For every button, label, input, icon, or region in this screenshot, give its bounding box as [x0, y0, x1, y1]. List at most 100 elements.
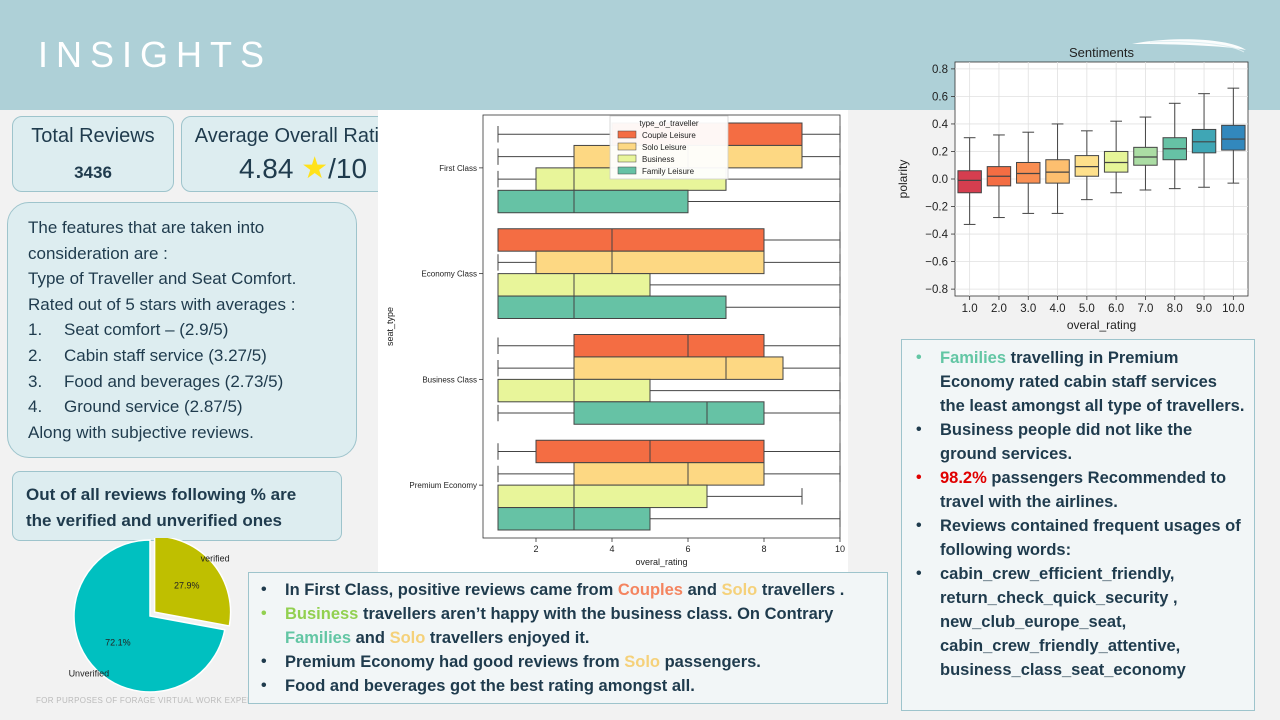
- legend-label: Business: [642, 155, 674, 164]
- x-tick-label: 5.0: [1079, 303, 1095, 315]
- bullet-icon: •: [916, 469, 922, 486]
- insight-item: • In First Class, positive reviews came f…: [255, 578, 879, 602]
- pie-category-label: verified: [201, 553, 230, 563]
- box-mark: [1103, 150, 1129, 173]
- bullet-icon: •: [916, 349, 922, 366]
- legend-swatch: [617, 130, 637, 139]
- legend-label: Couple Leisure: [642, 131, 696, 140]
- bullet-icon: •: [261, 677, 267, 694]
- y-tick-label: −0.8: [925, 284, 948, 296]
- bullet-icon: •: [916, 421, 922, 438]
- insight-item: • Food and beverages got the best rating …: [255, 674, 879, 698]
- y-tick-label: 0.4: [932, 119, 949, 131]
- insight-item: • 98.2% passengers Recommended to travel …: [910, 466, 1246, 514]
- legend-swatch: [617, 142, 637, 151]
- sentiments-chart-panel: Sentiments 0.8 0.6 0.4 0.2 0.0 −0.2 −0.4 −0.6 −0.…: [892, 40, 1252, 336]
- insight-text: 98.2%: [940, 469, 987, 487]
- feature-item: 3. Food and beverages (2.73/5): [28, 369, 346, 395]
- features-line: Type of Traveller and Seat Comfort.: [28, 269, 297, 289]
- box-mark: [1133, 146, 1158, 166]
- total-reviews-value: 3436: [74, 163, 112, 182]
- box-mark: [1045, 159, 1070, 184]
- verified-heading-card: Out of all reviews following % are the v…: [12, 471, 342, 541]
- insight-text: travellers aren’t happy with the busines…: [358, 605, 834, 623]
- insight-text: cabin_crew_efficient_friendly, return_ch…: [940, 565, 1186, 679]
- x-tick-label: 2: [533, 544, 538, 554]
- y-tick-label: 0.0: [932, 174, 948, 186]
- bullet-icon: •: [916, 565, 922, 582]
- legend-swatch: [617, 166, 637, 175]
- pie-category-label: Unverified: [69, 669, 110, 679]
- total-reviews-card: Total Reviews 3436: [12, 116, 174, 192]
- features-line: The features that are taken into: [28, 218, 265, 237]
- legend-label: Solo Leisure: [642, 143, 687, 152]
- insight-text: Families: [940, 349, 1007, 367]
- feature-item-text: Ground service (2.87/5): [64, 397, 243, 417]
- box-mark: [497, 484, 708, 509]
- insight-text: Couples: [617, 581, 683, 599]
- x-tick-label: 6.0: [1108, 303, 1124, 315]
- insight-text: In First Class, positive reviews came fr…: [285, 581, 618, 599]
- star-icon: ★: [301, 152, 329, 185]
- feature-item: 4. Ground service (2.87/5): [28, 394, 346, 420]
- box-mark: [573, 356, 784, 380]
- x-axis-label: overal_rating: [635, 557, 687, 567]
- x-tick-label: 8.0: [1167, 303, 1183, 315]
- verified-heading-line: the verified and unverified ones: [26, 511, 283, 530]
- y-tick-label: First Class: [439, 164, 477, 173]
- insight-text: travellers enjoyed it.: [425, 629, 590, 647]
- insight-text: Food and beverages got the best rating a…: [285, 677, 695, 695]
- insight-text: passengers Recommended to travel with th…: [940, 469, 1227, 511]
- pie-value-label: 72.1%: [105, 638, 131, 648]
- verified-heading-line: Out of all reviews following % are: [26, 485, 297, 504]
- box-mark: [573, 462, 765, 486]
- y-tick-label: 0.2: [932, 146, 948, 158]
- x-tick-label: 4: [609, 544, 614, 554]
- chart-title: Sentiments: [1069, 45, 1135, 60]
- pie-value-label: 27.9%: [174, 580, 200, 590]
- pie-slice: [73, 539, 226, 693]
- box-mark: [573, 334, 765, 358]
- x-tick-label: 1.0: [962, 303, 978, 315]
- insight-item: • Business travellers aren’t happy with t…: [255, 602, 879, 650]
- feature-item: 1. Seat comfort – (2.9/5): [28, 317, 346, 343]
- box-mark: [1016, 161, 1041, 184]
- box-mark: [1191, 128, 1217, 154]
- average-rating-label: Average Overall Ratings: [194, 125, 412, 147]
- bullet-icon: •: [261, 581, 267, 598]
- footer-note: FOR PURPOSES OF FORAGE VIRTUAL WORK EXPE…: [36, 696, 250, 705]
- y-axis-label: seat_type: [385, 307, 395, 346]
- bullet-icon: •: [916, 517, 922, 534]
- total-reviews-label: Total Reviews: [31, 125, 155, 147]
- x-tick-label: 4.0: [1050, 303, 1066, 315]
- insight-text: and: [682, 581, 722, 599]
- feature-item-number: 2.: [28, 345, 43, 365]
- insight-text: Business: [285, 605, 359, 623]
- insight-item: • Families travelling in Premium Economy …: [910, 346, 1246, 418]
- box-mark: [573, 401, 765, 425]
- y-tick-label: −0.4: [925, 229, 948, 241]
- feature-item-text: Seat comfort – (2.9/5): [64, 320, 229, 340]
- legend-swatch: [617, 154, 637, 163]
- right-insights-box: • Families travelling in Premium Economy …: [901, 339, 1255, 711]
- insight-text: passengers.: [660, 653, 761, 671]
- features-closing: Along with subjective reviews.: [28, 422, 254, 442]
- box-mark: [1074, 155, 1100, 177]
- y-tick-label: −0.6: [925, 257, 948, 269]
- insight-text: Families: [285, 629, 352, 647]
- airline-swoosh-logo: [1132, 39, 1246, 53]
- y-tick-label: −0.2: [925, 202, 948, 214]
- insight-text: Solo: [624, 653, 660, 671]
- box-mark: [497, 228, 765, 252]
- feature-item-text: Food and beverages (2.73/5): [64, 371, 284, 391]
- box-mark: [535, 250, 765, 275]
- x-tick-label: 7.0: [1137, 303, 1153, 315]
- y-tick-label: 0.6: [932, 91, 948, 103]
- average-rating-value: 4.84: [238, 153, 294, 184]
- pie-slice: [153, 535, 232, 627]
- header-banner: INSIGHTS: [0, 0, 1280, 110]
- y-tick-label: 0.8: [932, 64, 948, 76]
- insight-text: Reviews contained frequent usages of fol…: [940, 517, 1241, 559]
- insight-item: • cabin_crew_efficient_friendly, return_c…: [910, 562, 1246, 682]
- legend-label: Family Leisure: [642, 167, 695, 176]
